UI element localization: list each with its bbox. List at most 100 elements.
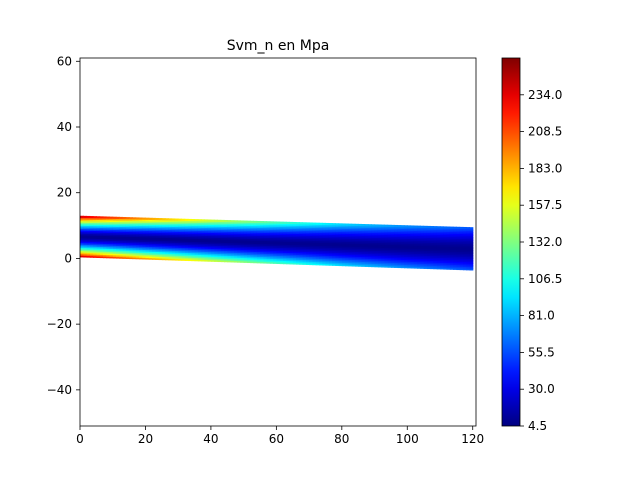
stress-cell [273, 261, 277, 264]
stress-cell [86, 236, 91, 239]
stress-cell [394, 249, 399, 252]
stress-cell [315, 246, 320, 250]
stress-cell [155, 240, 160, 243]
stress-cell [86, 250, 91, 253]
stress-cell [184, 258, 189, 261]
stress-cell [266, 256, 271, 259]
stress-cell [102, 243, 107, 246]
stress-cell [109, 229, 114, 232]
stress-cell [135, 239, 140, 242]
stress-cell [377, 263, 382, 266]
stress-cell [426, 252, 431, 255]
stress-cell [309, 243, 313, 246]
stress-cell [122, 223, 127, 226]
stress-cell [138, 241, 143, 244]
stress-cell [446, 252, 451, 255]
stress-cell [181, 255, 186, 258]
stress-cell [440, 229, 444, 232]
stress-cell [341, 255, 346, 259]
stress-cell [184, 237, 189, 241]
stress-cell [86, 234, 91, 238]
colorbar-tick-label: 234.0 [528, 88, 562, 102]
stress-cell [174, 244, 179, 247]
stress-cell [246, 225, 251, 228]
stress-cell [217, 250, 222, 253]
stress-cell [132, 223, 137, 226]
stress-cell [207, 248, 212, 251]
stress-cell [358, 254, 363, 257]
stress-cell [469, 232, 474, 235]
plot-frame [79, 57, 477, 427]
stress-cell [112, 254, 117, 257]
stress-cell [86, 249, 91, 252]
stress-cell [309, 254, 313, 258]
stress-cell [423, 227, 428, 230]
stress-cell [397, 236, 402, 239]
stress-cell [204, 257, 209, 260]
stress-cell [368, 259, 372, 263]
stress-cell [449, 265, 454, 269]
stress-cell [260, 246, 264, 249]
stress-cell [96, 243, 101, 246]
stress-cell [443, 242, 448, 246]
stress-cell [174, 229, 179, 232]
x-tick-label: 0 [76, 432, 84, 446]
stress-cell [453, 262, 457, 266]
stress-cell [181, 258, 186, 261]
stress-cell [158, 227, 163, 230]
stress-cell [204, 241, 209, 244]
stress-cell [351, 243, 356, 246]
stress-cell [292, 233, 297, 236]
stress-cell [348, 234, 353, 238]
stress-cell [80, 226, 84, 229]
stress-cell [279, 255, 284, 258]
stress-cell [260, 235, 264, 238]
stress-cell [99, 246, 104, 249]
stress-cell [93, 231, 97, 235]
stress-cell [453, 244, 457, 247]
stress-cell [423, 235, 428, 238]
stress-cell [214, 221, 219, 224]
stress-cell [417, 250, 421, 253]
stress-cell [243, 238, 248, 241]
stress-cell [129, 229, 133, 233]
stress-cell [178, 248, 183, 252]
stress-cell [253, 261, 258, 264]
stress-cell [191, 246, 196, 249]
stress-cell [83, 236, 88, 239]
stress-cell [188, 236, 192, 239]
stress-cell [325, 242, 330, 245]
stress-cell [129, 248, 133, 252]
stress-cell [410, 238, 415, 241]
stress-cell [145, 239, 150, 243]
stress-cell [158, 241, 163, 245]
stress-cell [456, 256, 461, 259]
stress-cell [263, 238, 268, 242]
stress-cell [142, 249, 147, 252]
stress-cell [256, 246, 261, 249]
stress-cell [197, 225, 202, 228]
stress-cell [132, 239, 137, 242]
stress-cell [335, 250, 340, 254]
stress-cell [93, 222, 97, 225]
stress-cell [116, 232, 120, 235]
stress-cell [129, 218, 133, 221]
stress-cell [364, 253, 369, 256]
stress-cell [361, 264, 366, 267]
stress-cell [210, 221, 215, 224]
stress-cell [400, 264, 405, 267]
stress-cell [433, 260, 438, 263]
stress-cell [102, 246, 107, 249]
stress-cell [436, 255, 441, 258]
stress-cell [371, 227, 376, 230]
stress-cell [256, 248, 261, 251]
stress-cell [377, 232, 382, 235]
stress-cell [260, 238, 264, 241]
stress-cell [269, 256, 274, 259]
stress-cell [420, 230, 425, 233]
stress-cell [361, 243, 366, 246]
stress-cell [322, 255, 327, 258]
stress-cell [400, 234, 405, 238]
stress-cell [312, 250, 317, 253]
stress-cell [440, 232, 444, 236]
